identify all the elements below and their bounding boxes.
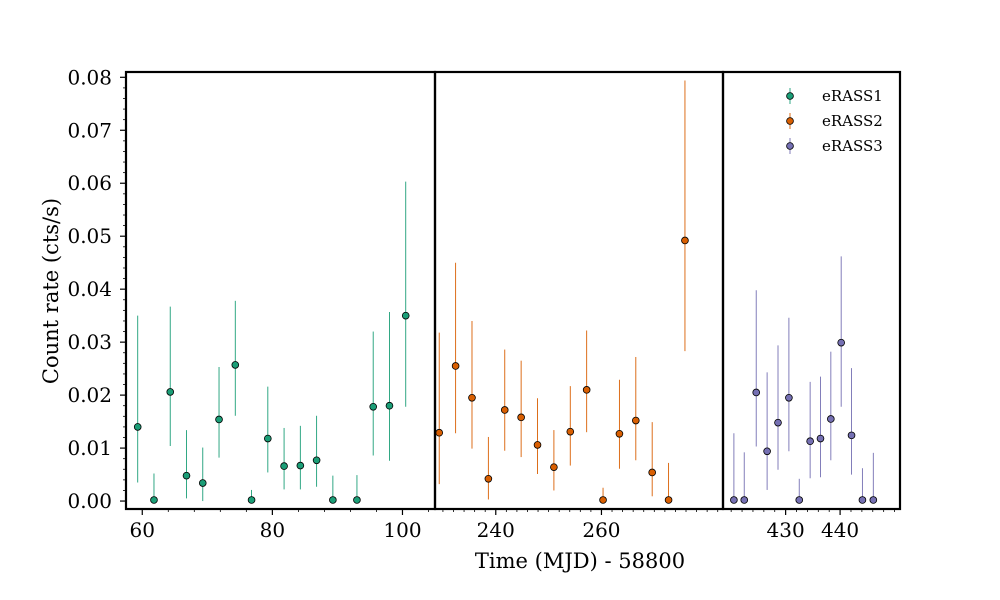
data-point (198, 479, 207, 487)
data-point (166, 388, 175, 396)
legend-label: eRASS1 (822, 87, 883, 105)
data-point (484, 475, 493, 483)
data-point (353, 496, 361, 504)
chart-axes: 0.00 0.01 0.02 0.03 0.04 0.05 0.06 0.07 0.08 60 80… (67, 65, 902, 542)
x-tick-label: 60 (130, 518, 155, 542)
data-point (369, 402, 378, 411)
data-point (401, 311, 410, 320)
data-point (150, 496, 158, 504)
x-tick-label: 430 (767, 518, 805, 542)
data-point (763, 447, 771, 456)
data-point (312, 456, 321, 465)
data-point (247, 496, 256, 504)
data-point (231, 361, 240, 369)
data-point (740, 496, 749, 504)
data-point (648, 468, 656, 477)
data-point (550, 463, 558, 471)
data-point (795, 496, 804, 504)
data-point (858, 496, 867, 504)
legend-label: eRASS3 (822, 137, 883, 155)
data-point (533, 441, 542, 449)
data-point (730, 496, 738, 504)
y-axis-label: Count rate (cts/s) (39, 198, 63, 384)
data-point (296, 461, 305, 470)
y-tick-label: 0.05 (67, 224, 112, 248)
legend-marker (786, 92, 794, 100)
x-tick-label: 100 (383, 518, 421, 542)
x-tick-label: 260 (582, 518, 620, 542)
x-axis-label: Time (MJD) - 58800 (475, 549, 685, 573)
y-tick-label: 0.07 (67, 118, 112, 142)
data-point (816, 434, 825, 443)
data-point (615, 429, 624, 438)
y-tick-label: 0.03 (67, 330, 112, 354)
y-tick-label: 0.08 (67, 65, 112, 89)
data-point (182, 471, 191, 480)
x-tick-label: 240 (477, 518, 515, 542)
data-point (500, 406, 509, 414)
data-point (133, 423, 142, 431)
data-point (215, 415, 223, 424)
panel-frame (124, 70, 437, 511)
data-point (681, 236, 689, 245)
data-point (785, 393, 793, 402)
data-point (435, 428, 444, 437)
legend-marker (786, 142, 794, 150)
data-point (806, 437, 814, 445)
data-point (264, 434, 272, 443)
x-tick-label: 440 (821, 518, 859, 542)
data-point (664, 496, 673, 504)
data-point (280, 462, 288, 470)
data-point (517, 413, 525, 422)
data-point (847, 431, 856, 440)
y-tick-label: 0.02 (67, 383, 112, 407)
legend: eRASS1 eRASS2 eRASS3 (786, 87, 883, 155)
legend-marker (786, 117, 794, 125)
data-point (385, 401, 394, 410)
data-point (566, 427, 575, 436)
data-point (752, 388, 761, 397)
data-point (774, 418, 782, 427)
x-tick-label: 80 (260, 518, 285, 542)
data-point (827, 415, 835, 423)
y-tick-label: 0.00 (67, 489, 112, 513)
data-point (468, 393, 476, 402)
y-tick-label: 0.04 (67, 277, 112, 301)
data-point (632, 416, 640, 425)
data-point (329, 496, 337, 504)
data-point (869, 496, 878, 504)
chart-marks (133, 80, 878, 504)
data-point (582, 386, 591, 394)
y-tick-label: 0.01 (67, 436, 112, 460)
y-tick-label: 0.06 (67, 171, 112, 195)
legend-label: eRASS2 (822, 112, 883, 130)
panel-frame (433, 70, 725, 511)
panel-frame (721, 70, 902, 511)
data-point (451, 362, 460, 370)
data-point (837, 338, 845, 347)
data-point (599, 496, 607, 504)
